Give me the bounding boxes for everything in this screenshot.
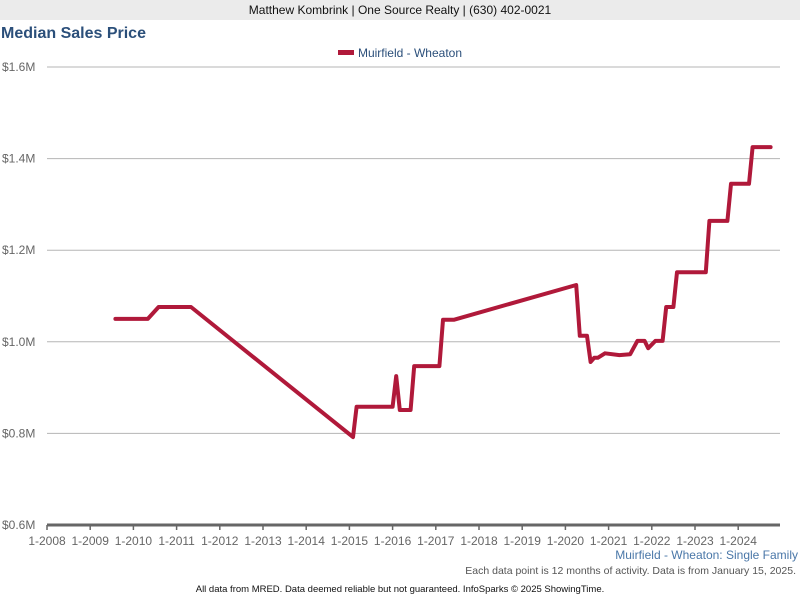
footer: All data from MRED. Data deemed reliable… (195, 584, 605, 595)
x-tick-label: 1-2020 (547, 534, 585, 548)
x-tick-label: 1-2015 (331, 534, 369, 548)
y-tick-label: $1.4M (2, 152, 35, 166)
agent-header: Matthew Kombrink | One Source Realty | (… (0, 0, 800, 20)
x-tick-label: 1-2011 (158, 534, 195, 548)
legend[interactable]: Muirfield - Wheaton (0, 46, 800, 60)
legend-swatch (337, 50, 354, 56)
x-tick-label: 1-2008 (28, 534, 66, 548)
chart-subtitle: Muirfield - Wheaton: Single Family (615, 548, 798, 562)
x-tick-label: 1-2017 (417, 534, 455, 548)
x-tick-label: 1-2013 (244, 534, 282, 548)
y-tick-label: $1.2M (2, 243, 35, 257)
x-tick-label: 1-2009 (72, 534, 110, 548)
x-tick-label: 1-2022 (633, 534, 671, 548)
y-tick-label: $0.6M (2, 518, 35, 532)
chart-title: Median Sales Price (1, 25, 146, 42)
data-note: Each data point is 12 months of activity… (465, 565, 796, 577)
x-tick-label: 1-2023 (676, 534, 714, 548)
x-tick-label: 1-2014 (288, 534, 326, 548)
x-tick-label: 1-2021 (590, 534, 628, 548)
x-tick-label: 1-2019 (504, 534, 542, 548)
legend-label: Muirfield - Wheaton (357, 46, 463, 60)
x-tick-label: 1-2024 (720, 534, 758, 548)
x-tick-label: 1-2012 (201, 534, 239, 548)
y-tick-label: $1.0M (2, 335, 35, 349)
x-tick-label: 1-2018 (460, 534, 498, 548)
y-tick-label: $1.6M (2, 60, 35, 74)
x-tick-label: 1-2016 (374, 534, 412, 548)
x-tick-label: 1-2010 (115, 534, 153, 548)
series-line-muirfield-wheaton (113, 145, 773, 440)
y-tick-label: $0.8M (2, 426, 35, 440)
